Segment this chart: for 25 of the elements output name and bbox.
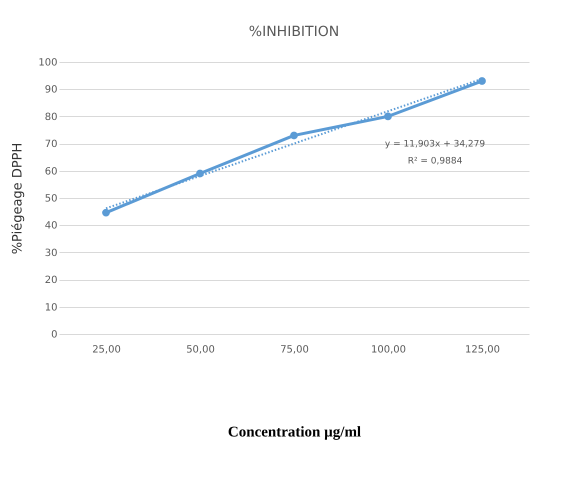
point (102, 208, 110, 217)
annotation: R² = 0,9884 (408, 156, 463, 167)
point (290, 132, 298, 140)
y-tick-label: 40 (44, 220, 58, 232)
x-tick-label: 100,00 (371, 344, 406, 356)
x-tick-label: 50,00 (186, 344, 215, 356)
y-tick-label: 10 (44, 302, 58, 314)
y-tick-label: 60 (44, 166, 58, 178)
point (384, 112, 392, 120)
y-tick-label: 100 (38, 58, 58, 68)
y-tick-label: 30 (44, 248, 58, 259)
y-tick-label: 50 (44, 194, 58, 204)
annotation: y = 11,903x + 34,279 (384, 140, 486, 150)
x-tick-label: 75,00 (280, 344, 309, 356)
point (478, 77, 486, 85)
x-tick-label: 25,00 (92, 344, 121, 356)
x-axis-title: Concentration µg/ml (228, 424, 362, 440)
y-tick-label: 90 (44, 84, 58, 96)
y-tick-label: 70 (44, 139, 58, 150)
x-tick-label: 125,00 (465, 344, 500, 356)
y-tick-label: 0 (51, 330, 58, 340)
chart-title: %INHIBITION (248, 24, 340, 40)
y-tick-label: 20 (44, 275, 58, 286)
y-tick-label: 80 (44, 112, 58, 123)
y-axis-title: %Piégeage DPPH (10, 142, 26, 254)
